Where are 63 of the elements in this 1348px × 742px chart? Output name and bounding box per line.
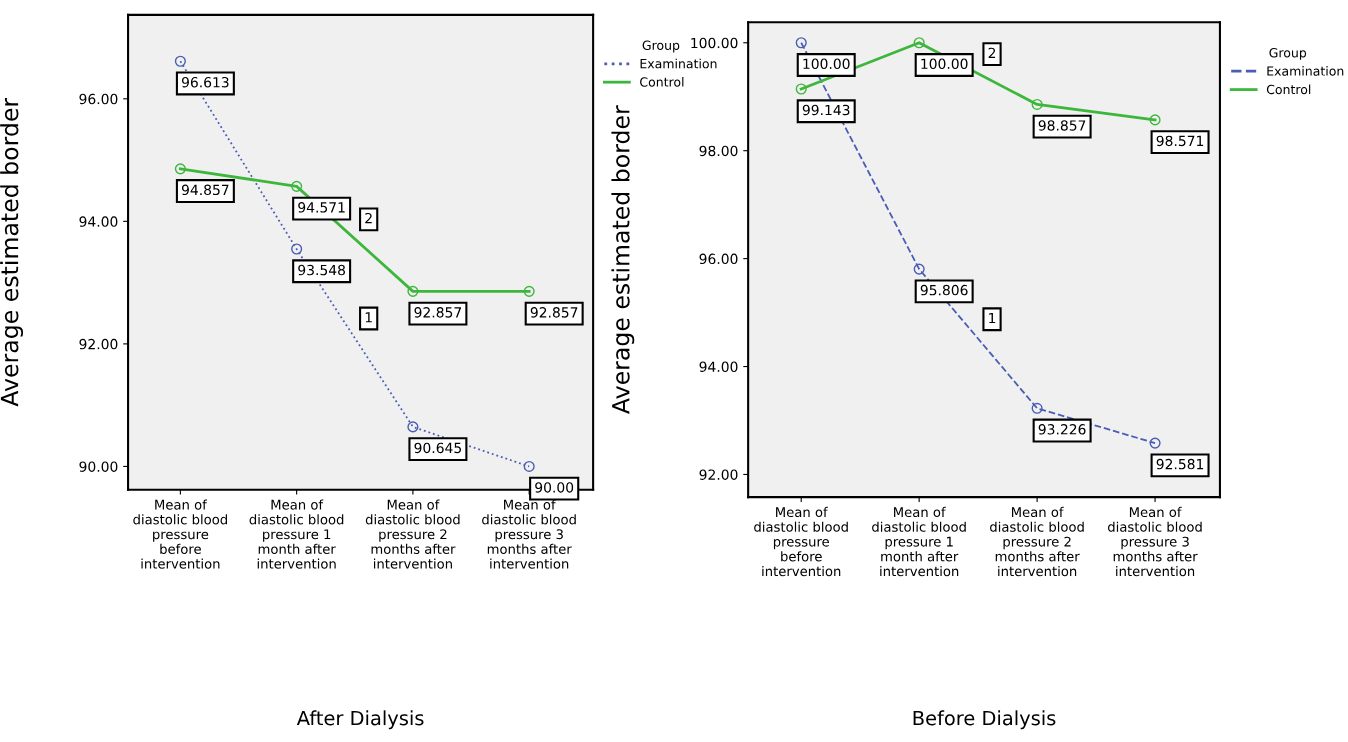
data-label: 98.857 (1038, 120, 1086, 131)
point (1031, 98, 1043, 111)
point (795, 37, 807, 49)
point (291, 243, 303, 255)
y-tick-label: 92.00 (699, 469, 738, 480)
point (913, 37, 925, 49)
y-axis-title: Average estimated border (0, 97, 24, 407)
data-label: 92.581 (1156, 458, 1204, 470)
data-label: 93.226 (1038, 424, 1086, 435)
x-tick-label: Mean of diastolic blood pressure 1 month after intervention (249, 499, 344, 569)
data-label: 94.571 (298, 202, 345, 213)
x-tick-label: Mean of diastolic blood pressure before intervention (754, 506, 848, 577)
legend-label: Examination (1267, 66, 1344, 76)
point (795, 83, 807, 95)
annotation: 1 (989, 312, 996, 324)
point (291, 180, 303, 192)
legend-label: Control (640, 77, 684, 87)
point (1149, 437, 1161, 449)
data-label: 99.143 (802, 104, 850, 116)
data-label: 93.548 (298, 264, 345, 276)
point (1149, 114, 1161, 126)
point (523, 285, 535, 297)
point (407, 285, 419, 297)
x-tick-label: Mean of diastolic blood pressure before intervention (133, 499, 227, 569)
point (407, 421, 419, 433)
data-label: 92.857 (530, 307, 578, 318)
point (174, 55, 186, 67)
data-label: 100.00 (921, 58, 968, 70)
annotation: 1 (365, 312, 372, 323)
point (174, 163, 186, 175)
data-label: 92.857 (414, 307, 462, 318)
y-axis-title: Average estimated border (611, 105, 635, 414)
x-tick-label: Mean of diastolic blood pressure 2 months after intervention (990, 506, 1084, 577)
y-tick-label: 94.00 (699, 361, 738, 373)
point (1031, 402, 1043, 414)
point (523, 460, 535, 472)
data-label: 94.857 (181, 184, 229, 196)
data-label: 90.645 (414, 442, 461, 454)
legend-label: Control (1266, 84, 1311, 95)
y-tick-label: 90.00 (79, 461, 118, 472)
data-label: 95.806 (920, 284, 968, 296)
y-tick-label: 92.00 (79, 338, 118, 350)
text: Before Dialysis (913, 710, 1056, 730)
y-tick-label: 98.00 (699, 145, 738, 157)
x-tick-label: Mean of diastolic blood pressure 3 months after intervention (1108, 506, 1202, 577)
y-tick-label: 96.00 (79, 93, 118, 105)
data-label: 98.571 (1156, 135, 1204, 147)
legend-title: Group (642, 40, 680, 53)
x-tick-label: Mean of diastolic blood pressure 3 months after intervention (482, 499, 576, 569)
y-tick-label: 100.00 (691, 37, 738, 49)
annotation: 2 (365, 212, 372, 224)
data-label: 96.613 (181, 76, 229, 88)
data-label: 100.00 (803, 58, 850, 70)
text: After Dialysis (296, 710, 424, 730)
y-tick-label: 94.00 (79, 216, 118, 227)
legend-title: Group (1269, 47, 1307, 60)
point (913, 263, 925, 275)
annotation: 2 (988, 47, 996, 58)
data-label: 90.00 (535, 482, 574, 493)
y-tick-label: 96.00 (699, 253, 738, 265)
legend-label: Examination (640, 58, 717, 69)
x-tick-label: Mean of diastolic blood pressure 1 month after intervention (872, 506, 966, 577)
x-tick-label: Mean of diastolic blood pressure 2 months after intervention (365, 499, 460, 569)
